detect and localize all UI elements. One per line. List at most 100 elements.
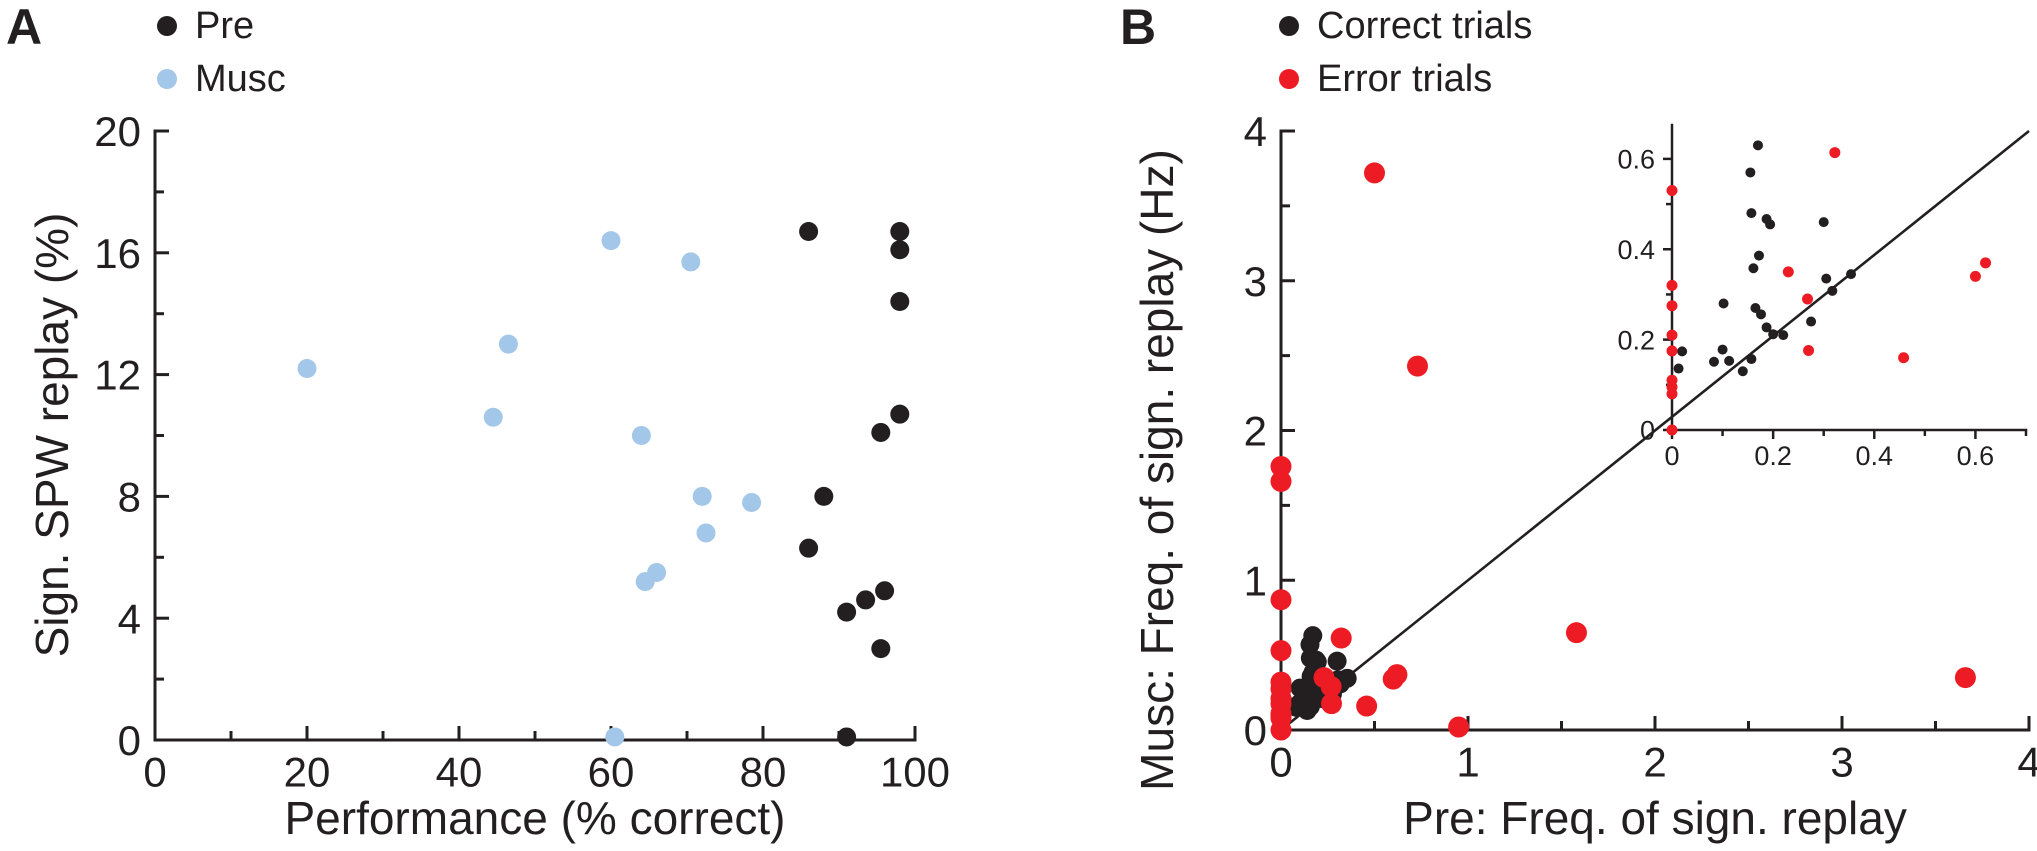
panel-b-inset-point-correct-trials [1821, 273, 1832, 284]
panel-b-point-error-trials [1386, 664, 1408, 686]
panel-a-point-musc [483, 407, 503, 427]
panel-a-point-musc [742, 492, 762, 512]
panel-b-inset-point-correct-trials [1746, 354, 1757, 365]
panel-a-xtick-label: 20 [284, 748, 331, 795]
panel-a-point-pre [799, 538, 819, 558]
panel-b-inset-point-correct-trials [1737, 366, 1748, 377]
panel-b-inset-point-correct-trials [1724, 355, 1735, 366]
correct-trials-marker-icon [1279, 16, 1299, 36]
panel-a-xtick-label: 40 [436, 748, 483, 795]
panel-a-point-musc [498, 334, 518, 354]
panel-a-point-pre [871, 639, 891, 659]
panel-a-point-musc [297, 359, 317, 379]
panel-b-inset-point-error-trials [1802, 293, 1814, 305]
panel-b-point-error-trials [1320, 693, 1342, 715]
panel-b-inset-point-correct-trials [1717, 344, 1728, 355]
panel-b-inset-xtick-label: 0.4 [1856, 441, 1894, 471]
panel-b-xaxis-label: Pre: Freq. of sign. replay (Hz) [1403, 792, 1907, 851]
panel-b-point-error-trials [1270, 455, 1292, 477]
panel-b-ytick-label: 1 [1244, 557, 1267, 604]
panel-a-point-musc [692, 486, 712, 506]
panel-b-point-error-trials [1270, 589, 1292, 611]
legend-item-error-trials: Error trials [1279, 57, 1532, 101]
legend-label-musc: Musc [195, 58, 286, 100]
panel-b-point-correct-trials [1297, 701, 1317, 721]
panel-b-point-error-trials [1270, 640, 1292, 662]
panel-a-ytick-label: 16 [94, 230, 141, 277]
panel-a-point-musc [631, 426, 651, 445]
panel-b-point-error-trials [1565, 622, 1587, 644]
panel-b-point-error-trials [1320, 676, 1342, 698]
panel-a-yaxis-label: Sign. SPW replay (%) [26, 212, 78, 658]
panel-b-inset-point-correct-trials [1753, 250, 1764, 261]
panel-b-xtick-label: 3 [1830, 738, 1853, 785]
panel-a-ytick-label: 8 [118, 474, 141, 521]
panel-b-inset-ytick-label: 0.6 [1617, 145, 1655, 175]
panel-b-ytick-label: 4 [1244, 108, 1267, 155]
panel-b-inset-ytick-label: 0.2 [1617, 325, 1655, 355]
panel-a-point-pre [837, 602, 857, 622]
panel-b-xtick-label: 4 [2017, 738, 2037, 785]
panel-b-inset-point-correct-trials [1746, 208, 1757, 219]
panel-a-point-pre [814, 486, 834, 506]
panel-a-xtick-label: 100 [880, 748, 950, 795]
panel-b-point-correct-trials [1300, 635, 1320, 655]
panel-b-inset-point-correct-trials [1745, 167, 1756, 178]
panel-b-inset-point-correct-trials [1765, 219, 1776, 230]
panel-b-inset-ytick-label: 0 [1640, 416, 1655, 446]
panel-b-xtick-label: 0 [1269, 738, 1292, 785]
panel-b-ytick-label: 3 [1244, 258, 1267, 305]
panel-b-inset-point-correct-trials [1708, 356, 1719, 367]
panel-a-legend: Pre Musc [157, 4, 286, 110]
panel-a-point-musc [601, 231, 621, 251]
panel-b-inset-point-error-trials [1666, 345, 1678, 357]
panel-b-inset-point-error-trials [1782, 266, 1794, 278]
panel-b-inset-point-error-trials [1666, 279, 1678, 291]
panel-b-inset-point-correct-trials [1761, 322, 1772, 333]
panel-b-inset-point-error-trials [1666, 300, 1678, 312]
panel-a-point-pre [875, 581, 895, 601]
pre-marker-icon [157, 16, 177, 36]
panel-a-point-pre [799, 221, 819, 241]
panel-b-inset-point-correct-trials [1827, 285, 1838, 296]
panel-b-inset-point-error-trials [1980, 257, 1992, 269]
panel-a-point-musc [681, 252, 701, 272]
panel-a-axes [153, 129, 917, 742]
panel-b-inset-point-correct-trials [1752, 140, 1763, 151]
panel-a-point-pre [871, 422, 891, 442]
panel-b-inset-point-correct-trials [1818, 217, 1829, 228]
panel-b-legend: Correct trials Error trials [1279, 4, 1532, 110]
panel-a-ytick-label: 12 [94, 352, 141, 399]
legend-label-error-trials: Error trials [1317, 58, 1493, 100]
panel-a-point-musc [605, 727, 625, 747]
panel-a-point-pre [890, 221, 910, 241]
panel-b-point-error-trials [1364, 162, 1385, 184]
panel-a-xaxis-label: Performance (% correct) [284, 792, 786, 844]
error-trials-marker-icon [1279, 69, 1299, 89]
panel-b-point-error-trials [1270, 470, 1292, 492]
panel-b-inset-point-correct-trials [1778, 330, 1789, 341]
panel-a-point-pre [890, 240, 910, 260]
panel-b-inset-point-error-trials [1969, 270, 1981, 282]
panel-b-inset-point-correct-trials [1756, 309, 1767, 320]
musc-marker-icon [157, 69, 177, 89]
panel-b-point-error-trials [1954, 667, 1976, 689]
panel-b-xtick-label: 2 [1643, 738, 1666, 785]
panel-b-inset-point-correct-trials [1846, 269, 1857, 280]
panel-b-xtick-label: 1 [1456, 738, 1479, 785]
panel-b-inset-point-error-trials [1829, 147, 1841, 159]
panel-a-point-musc [696, 523, 716, 543]
panel-b-inset-point-correct-trials [1673, 363, 1684, 374]
panel-b-inset-point-error-trials [1803, 344, 1815, 356]
panel-b-inset-xtick-label: 0 [1664, 441, 1679, 471]
panel-a-ytick-label: 20 [94, 108, 141, 155]
panel-b-point-error-trials [1330, 627, 1352, 649]
panel-b-inset-point-correct-trials [1748, 263, 1759, 274]
panel-a-point-pre [890, 292, 910, 312]
panel-a-ytick-label: 4 [118, 595, 141, 642]
legend-label-correct-trials: Correct trials [1317, 5, 1533, 47]
panel-b-inset-point-correct-trials [1806, 316, 1817, 327]
panel-b-yaxis-label: Musc: Freq. of sign. replay (Hz) [1131, 149, 1183, 791]
panel-a-xtick-label: 0 [143, 748, 166, 795]
